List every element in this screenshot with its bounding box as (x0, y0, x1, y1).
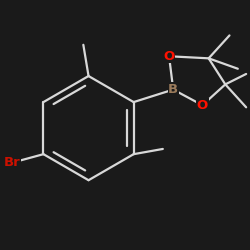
Text: Br: Br (4, 156, 20, 169)
Text: B: B (168, 83, 178, 96)
Text: O: O (164, 50, 175, 63)
Text: O: O (197, 99, 208, 112)
